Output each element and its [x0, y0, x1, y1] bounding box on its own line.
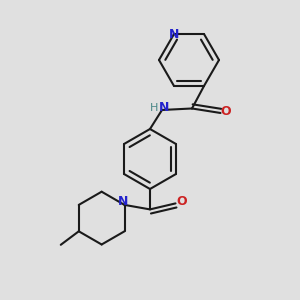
- Text: N: N: [118, 195, 128, 208]
- Text: N: N: [169, 28, 179, 40]
- Text: O: O: [220, 105, 231, 118]
- Text: O: O: [177, 195, 188, 208]
- Text: N: N: [159, 101, 169, 114]
- Text: H: H: [150, 103, 159, 112]
